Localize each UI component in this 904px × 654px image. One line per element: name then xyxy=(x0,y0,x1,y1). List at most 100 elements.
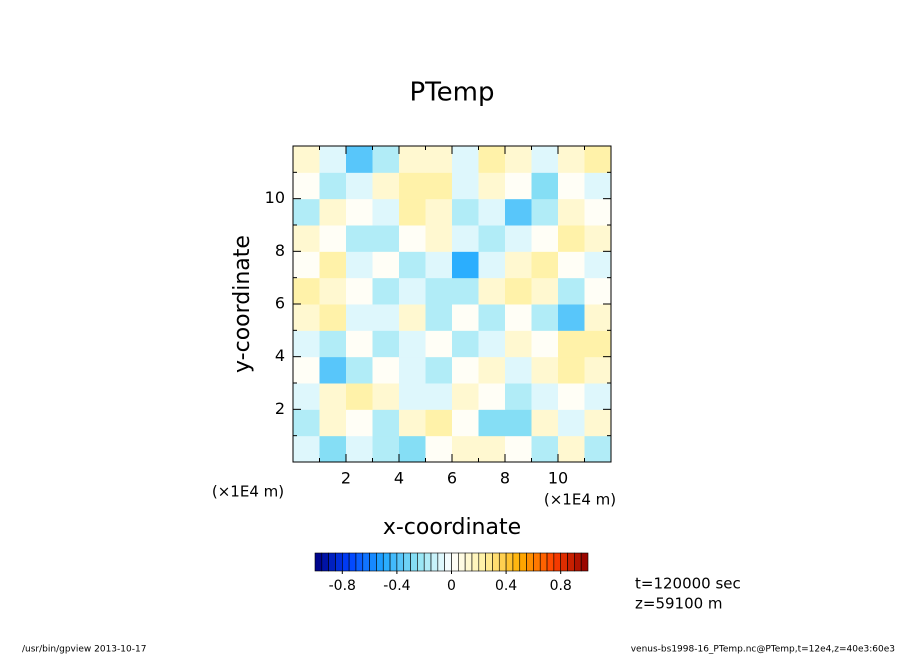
heat-cell xyxy=(293,356,320,384)
heat-cell xyxy=(531,383,559,410)
colorbar-box xyxy=(444,552,452,572)
heat-cell xyxy=(372,330,400,358)
heat-cell xyxy=(558,277,585,305)
heat-cell xyxy=(584,198,612,226)
heat-cell xyxy=(531,198,559,226)
heat-cell xyxy=(558,330,585,358)
heat-cell xyxy=(531,435,559,463)
heat-cell xyxy=(505,172,532,200)
heat-cell xyxy=(584,225,612,252)
heat-cell xyxy=(319,198,347,226)
heat-cell xyxy=(293,383,320,410)
heat-cell xyxy=(452,225,479,252)
x-axis-label: x-coordinate xyxy=(383,515,521,540)
chart-title: PTemp xyxy=(410,78,495,108)
heat-cell xyxy=(478,198,506,226)
heat-cell xyxy=(531,172,559,200)
y-tick-label: 6 xyxy=(275,294,285,313)
heat-cell xyxy=(346,409,373,437)
heat-cell xyxy=(478,304,506,331)
heat-cell xyxy=(558,383,585,410)
x-tick-label: 2 xyxy=(341,469,351,488)
heat-cell xyxy=(584,304,612,331)
heat-cell xyxy=(319,277,347,305)
heat-cell xyxy=(399,277,426,305)
colorbar-box xyxy=(417,552,425,572)
colorbar-box xyxy=(512,552,521,572)
heat-cell xyxy=(478,330,506,358)
heat-cell xyxy=(319,172,347,200)
heat-cell xyxy=(505,198,532,226)
heat-cell xyxy=(531,304,559,331)
heat-cell xyxy=(346,356,373,384)
colorbar-tick-label: 0.4 xyxy=(495,578,517,594)
heat-cell xyxy=(558,409,585,437)
heat-cell xyxy=(372,304,400,331)
heat-cell xyxy=(425,198,453,226)
heat-cell xyxy=(399,198,426,226)
heat-cell xyxy=(425,225,453,252)
colorbar-box xyxy=(519,552,527,572)
heat-cell xyxy=(478,225,506,252)
footer: venus-bs1998-16_PTemp.nc@PTemp,t=12e4,z=… xyxy=(631,645,895,654)
heat-cell xyxy=(452,251,479,279)
heat-cell xyxy=(452,383,479,410)
y-tick-label: 8 xyxy=(275,241,285,260)
heat-cell xyxy=(399,225,426,252)
heat-cell xyxy=(399,146,426,173)
heat-cell xyxy=(584,356,612,384)
heat-cell xyxy=(505,409,532,437)
heat-cell xyxy=(425,251,453,279)
heat-cell xyxy=(478,277,506,305)
heat-cell xyxy=(372,225,400,252)
x-tick-label: 4 xyxy=(394,469,404,488)
heat-cell xyxy=(399,251,426,279)
heat-cell xyxy=(293,330,320,358)
heat-cell xyxy=(478,356,506,384)
heat-cell xyxy=(584,277,612,305)
heat-cell xyxy=(319,330,347,358)
heat-cell xyxy=(399,435,426,463)
heat-cell xyxy=(531,356,559,384)
colorbar-box xyxy=(485,552,493,572)
heat-cell xyxy=(293,251,320,279)
colorbar-box xyxy=(492,552,500,572)
colorbar-box xyxy=(471,552,480,572)
heat-cell xyxy=(319,356,347,384)
heat-cell xyxy=(319,383,347,410)
heat-cell xyxy=(425,383,453,410)
colorbar-box xyxy=(478,552,486,572)
heat-cell xyxy=(319,225,347,252)
y-axis-label: y-coordinate xyxy=(230,235,255,373)
colorbar-box xyxy=(464,552,473,572)
colorbar-box xyxy=(423,552,432,572)
colorbar-tick-label: -0.8 xyxy=(329,578,356,594)
heat-cell xyxy=(478,409,506,437)
heat-cell xyxy=(399,383,426,410)
colorbar-box xyxy=(396,552,405,572)
heat-cell xyxy=(584,435,612,463)
heat-cell xyxy=(531,251,559,279)
heat-cell xyxy=(584,330,612,358)
heat-cell xyxy=(505,383,532,410)
heat-cell xyxy=(505,225,532,252)
colorbar-box xyxy=(335,552,343,572)
heat-cell xyxy=(505,277,532,305)
heat-cell xyxy=(425,146,453,173)
heat-cell xyxy=(372,277,400,305)
heat-cell xyxy=(372,356,400,384)
heat-cell xyxy=(478,435,506,463)
heat-cell xyxy=(531,225,559,252)
heat-cell xyxy=(399,172,426,200)
heat-cell xyxy=(346,198,373,226)
y-tick-label: 4 xyxy=(275,346,285,365)
heat-cell xyxy=(505,304,532,331)
colorbar-box xyxy=(437,552,445,572)
colorbar-box xyxy=(580,552,589,572)
heat-cell xyxy=(346,251,373,279)
colorbar-box xyxy=(328,552,336,572)
heat-cell xyxy=(584,146,612,173)
heat-cell xyxy=(478,172,506,200)
heat-cell xyxy=(558,198,585,226)
heat-cell xyxy=(531,330,559,358)
